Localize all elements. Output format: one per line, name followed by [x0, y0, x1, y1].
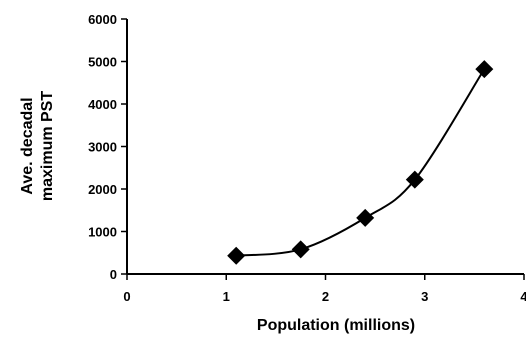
- data-point-diamond: [405, 170, 424, 189]
- y-axis-title-line-1: Ave. decadal: [19, 97, 36, 194]
- y-tick-label: 2000: [88, 182, 117, 197]
- data-point-diamond: [291, 240, 310, 259]
- x-tick-label: 3: [421, 289, 428, 304]
- axes: [126, 19, 524, 275]
- trend-line: [236, 68, 486, 257]
- y-tick-label: 6000: [88, 12, 117, 27]
- x-axis-title: Population (millions): [257, 317, 415, 334]
- x-tick-label: 2: [322, 289, 329, 304]
- x-tick-label: 0: [123, 289, 130, 304]
- x-tick-label: 1: [223, 289, 230, 304]
- tick-marks: [121, 18, 525, 280]
- y-axis-title-line-2: maximum PST: [39, 91, 56, 201]
- y-tick-label: 0: [110, 267, 117, 282]
- y-tick-label: 5000: [88, 55, 117, 70]
- data-point-diamond: [356, 208, 375, 227]
- data-points: [227, 60, 494, 265]
- y-tick-label: 1000: [88, 225, 117, 240]
- trend-line-layer: [236, 68, 486, 257]
- y-tick-label: 4000: [88, 97, 117, 112]
- y-tick-label: 3000: [88, 140, 117, 155]
- data-point-diamond: [475, 60, 494, 79]
- tick-labels: 0 1000 2000 3000 4000 5000 6000 0 1 2 3 4: [88, 12, 526, 304]
- x-tick-label: 4: [520, 289, 526, 304]
- y-axis-title: Ave. decadal maximum PST: [19, 91, 56, 201]
- data-point-diamond: [227, 246, 246, 265]
